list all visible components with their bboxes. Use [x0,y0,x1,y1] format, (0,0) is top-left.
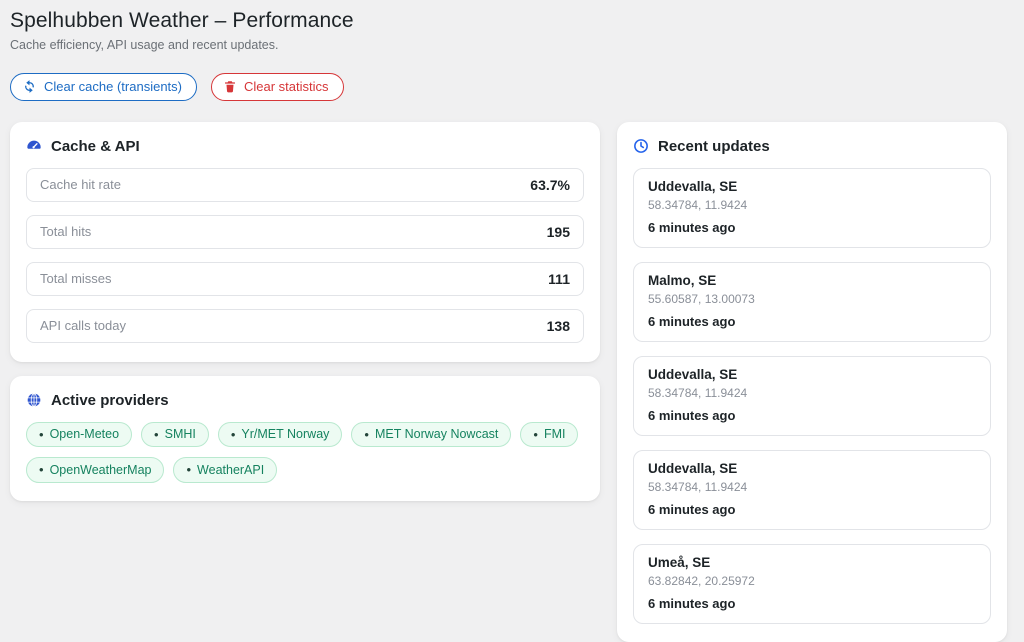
bullet-icon [186,461,191,479]
page-title: Spelhubben Weather – Performance [10,9,354,32]
clear-cache-button[interactable]: Clear cache (transients) [10,73,197,101]
provider-label: OpenWeatherMap [49,462,152,477]
provider-pill: SMHI [141,421,209,448]
sync-icon [22,79,37,94]
update-timestamp: 6 minutes ago [648,313,736,329]
provider-pill-list: Open-Meteo SMHI Yr/MET Norway MET Norway… [26,421,584,486]
page-subtitle: Cache efficiency, API usage and recent u… [10,38,279,52]
update-item: Malmo, SE 55.60587, 13.00073 6 minutes a… [633,261,991,342]
provider-pill: Yr/MET Norway [217,421,343,448]
cache-api-card-header: Cache & API [26,138,584,155]
stat-row-total-hits: Total hits 195 [26,214,584,249]
recent-updates-card: Recent updates Uddevalla, SE 58.34784, 1… [617,121,1007,642]
update-item: Uddevalla, SE 58.34784, 11.9424 6 minute… [633,449,991,530]
stat-value: 138 [546,317,570,334]
stat-row-total-misses: Total misses 111 [26,261,584,296]
update-location: Uddevalla, SE [648,460,738,476]
active-providers-title: Active providers [51,391,169,409]
bullet-icon [533,426,538,444]
provider-label: WeatherAPI [197,462,265,477]
update-coordinates: 58.34784, 11.9424 [648,197,748,212]
right-column: Recent updates Uddevalla, SE 58.34784, 1… [617,121,1007,642]
trash-icon [223,79,237,94]
provider-pill: OpenWeatherMap [26,457,165,484]
stat-label: Cache hit rate [40,177,121,193]
provider-pill: Open-Meteo [26,421,133,448]
stat-value: 63.7% [530,176,570,193]
update-location: Umeå, SE [648,554,711,570]
stat-row-cache-hit-rate: Cache hit rate 63.7% [26,167,584,202]
clock-icon [633,138,649,154]
bullet-icon [231,426,236,444]
cache-api-title: Cache & API [51,137,140,155]
update-item: Uddevalla, SE 58.34784, 11.9424 6 minute… [633,167,991,248]
update-location: Malmo, SE [648,272,717,288]
stat-value: 111 [548,270,570,287]
recent-updates-card-header: Recent updates [633,138,991,155]
update-timestamp: 6 minutes ago [648,501,736,517]
stat-label: Total hits [40,224,92,240]
cache-api-card: Cache & API Cache hit rate 63.7% Total h… [10,121,600,362]
provider-pill: FMI [520,421,579,448]
provider-label: SMHI [164,427,196,442]
globe-icon [26,392,42,408]
gauge-icon [26,138,42,154]
stat-label: Total misses [40,271,112,287]
update-location: Uddevalla, SE [648,178,738,194]
active-providers-card: Active providers Open-Meteo SMHI Yr/MET … [10,375,600,502]
stat-row-api-calls-today: API calls today 138 [26,308,584,343]
update-coordinates: 58.34784, 11.9424 [648,385,748,400]
clear-statistics-button[interactable]: Clear statistics [211,73,344,101]
provider-label: Yr/MET Norway [241,427,330,442]
provider-label: Open-Meteo [49,427,120,442]
stat-label: API calls today [40,318,126,334]
update-coordinates: 55.60587, 13.00073 [648,291,755,306]
update-timestamp: 6 minutes ago [648,595,736,611]
recent-updates-title: Recent updates [658,137,770,155]
bullet-icon [39,426,44,444]
provider-label: FMI [543,427,566,442]
update-coordinates: 58.34784, 11.9424 [648,479,748,494]
clear-statistics-label: Clear statistics [244,79,329,94]
provider-pill: WeatherAPI [173,457,278,484]
bullet-icon [154,426,159,444]
update-item: Umeå, SE 63.82842, 20.25972 6 minutes ag… [633,543,991,624]
left-column: Cache & API Cache hit rate 63.7% Total h… [10,121,600,502]
update-timestamp: 6 minutes ago [648,219,736,235]
bullet-icon [39,461,44,479]
provider-label: MET Norway Nowcast [374,427,499,442]
stat-value: 195 [546,223,570,240]
update-timestamp: 6 minutes ago [648,407,736,423]
clear-cache-label: Clear cache (transients) [44,79,182,94]
bullet-icon [364,426,369,444]
update-coordinates: 63.82842, 20.25972 [648,573,755,588]
update-item: Uddevalla, SE 58.34784, 11.9424 6 minute… [633,355,991,436]
toolbar: Clear cache (transients) Clear statistic… [10,73,1014,101]
provider-pill: MET Norway Nowcast [351,421,512,448]
update-location: Uddevalla, SE [648,366,738,382]
content-columns: Cache & API Cache hit rate 63.7% Total h… [10,121,1014,642]
active-providers-card-header: Active providers [26,392,584,409]
